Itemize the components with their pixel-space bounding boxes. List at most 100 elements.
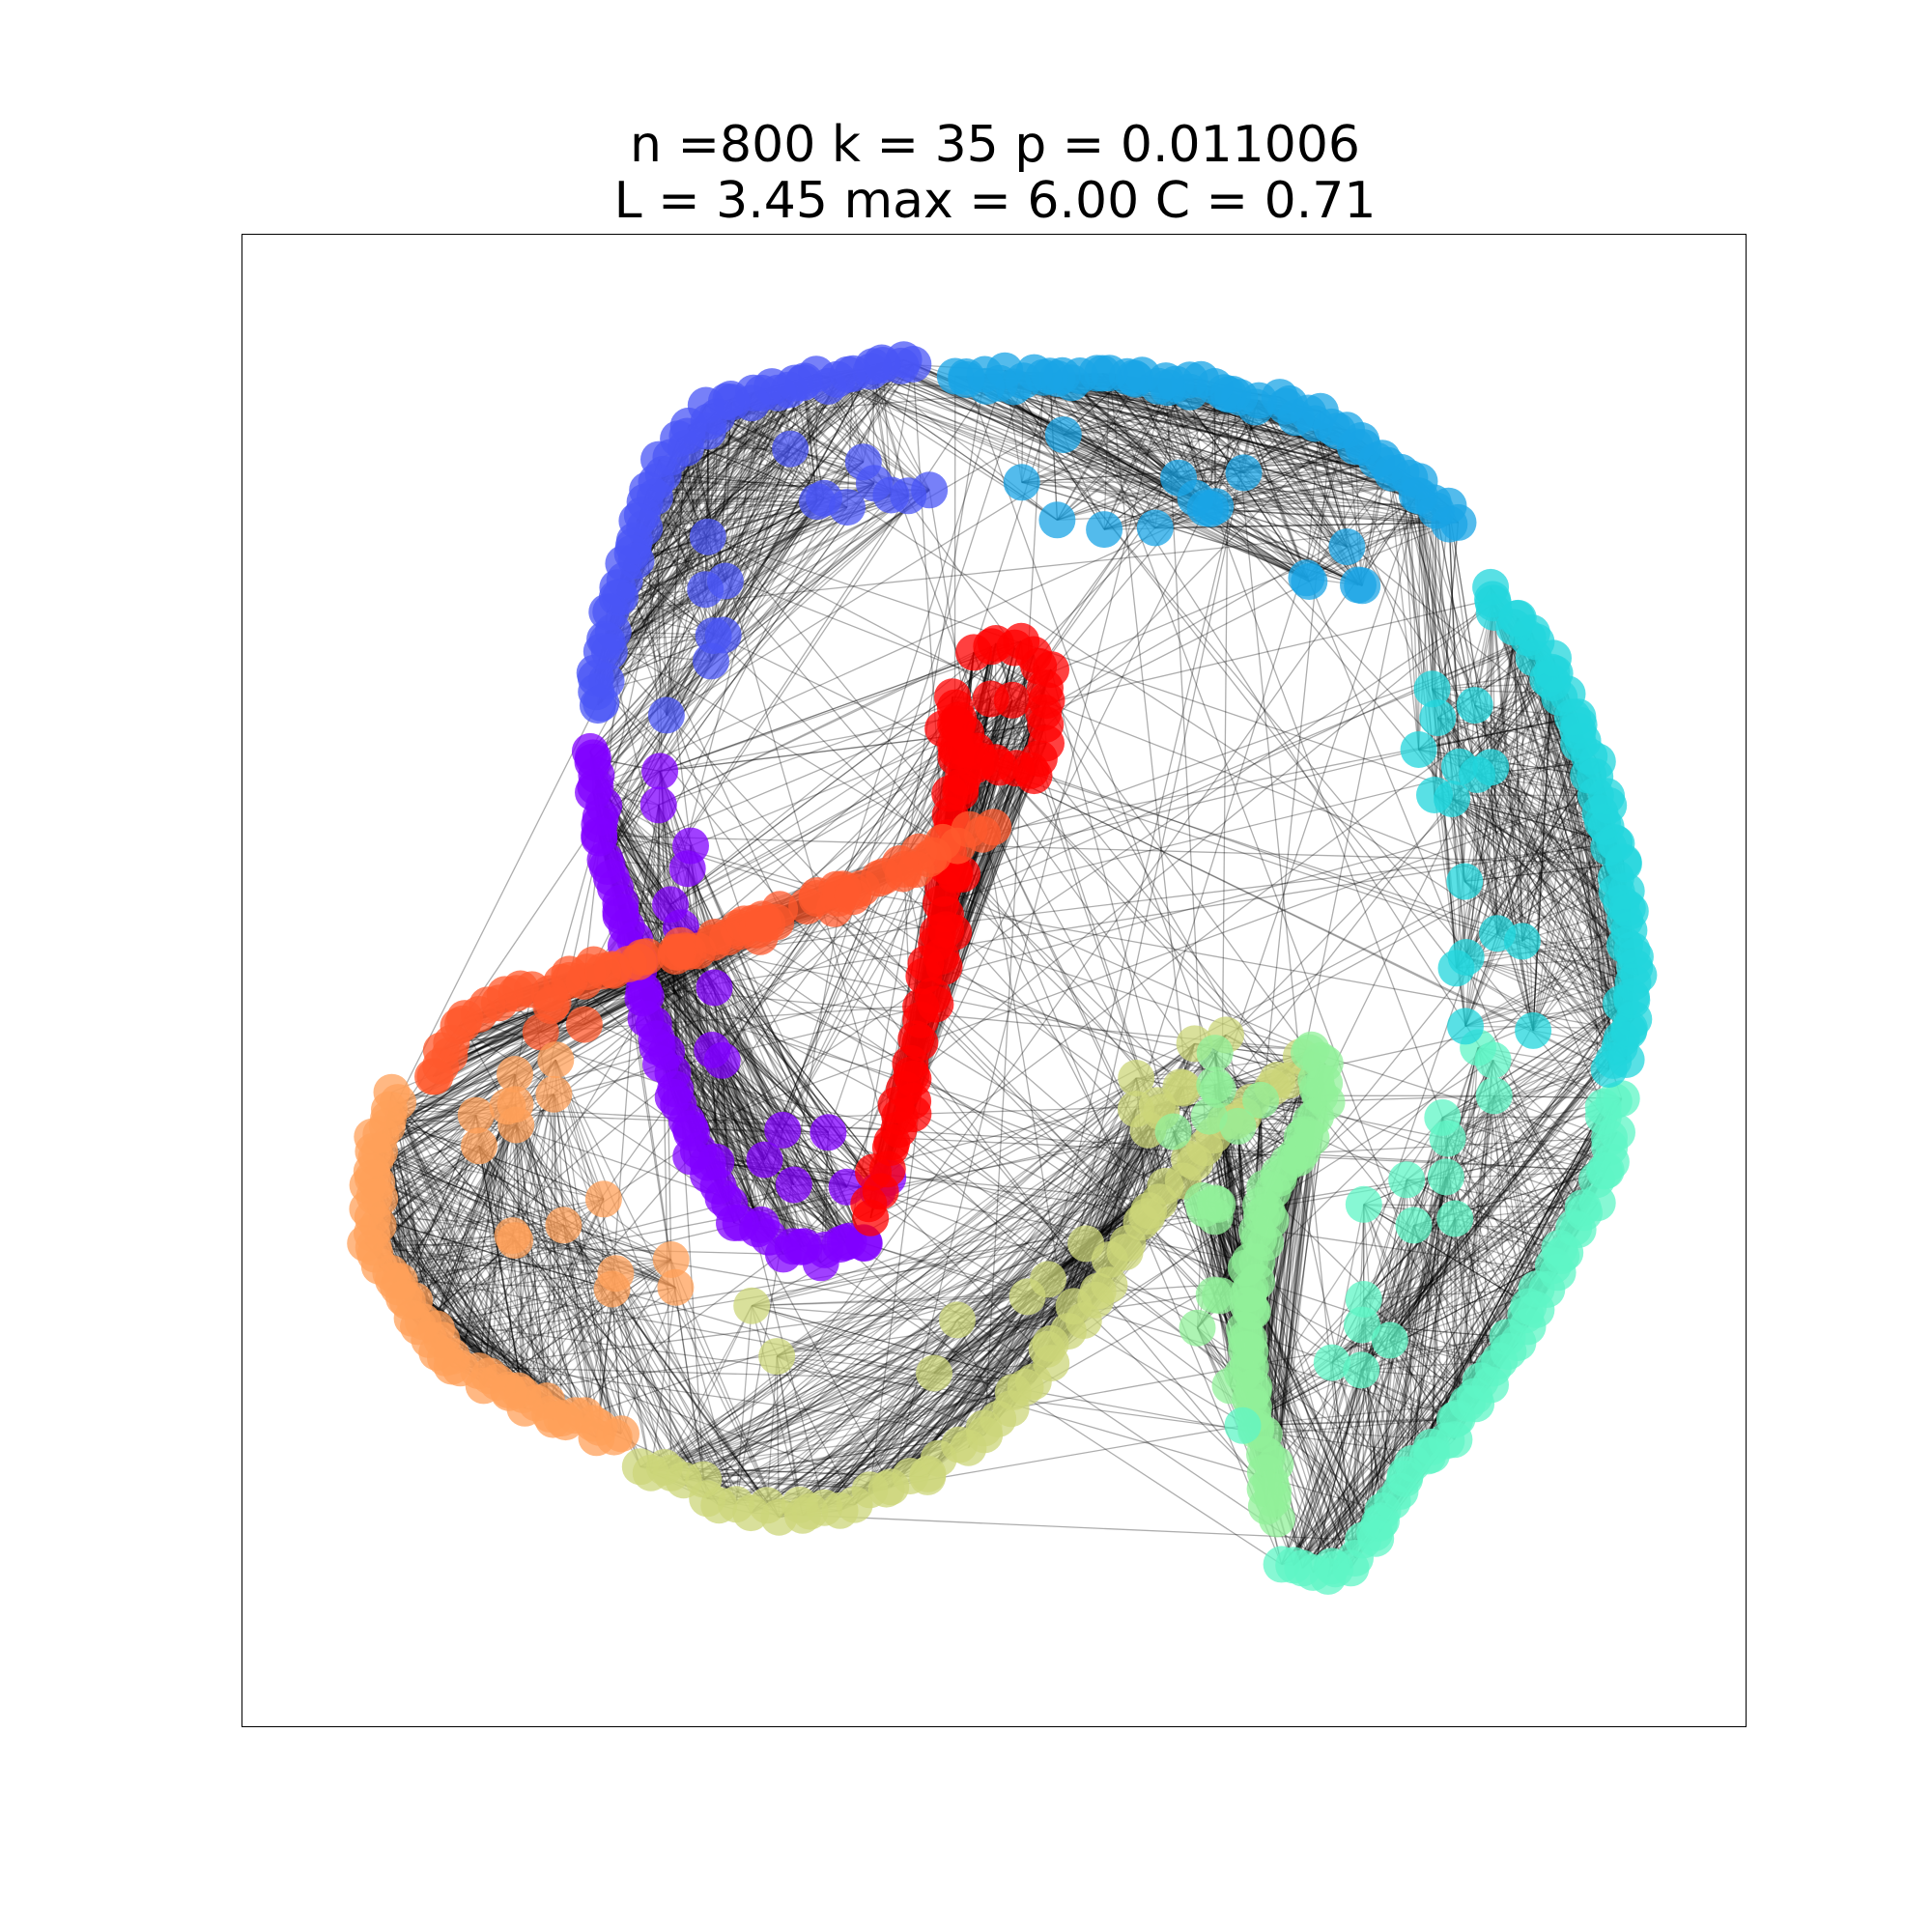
graph-edge [1374,1225,1415,1533]
graph-edge [639,1134,1214,1467]
graph-edge [954,375,1450,526]
graph-edge [611,1289,622,1435]
graph-edge [1312,1097,1623,1574]
graph-edge [683,1291,1098,1481]
graph-edge [607,364,884,642]
graph-edge [1013,385,1410,479]
graph-edge [624,363,914,582]
graph-edge [562,1225,615,1437]
graph-edge [1101,373,1179,479]
graph-edge [376,1156,564,1226]
graph-edge [636,963,848,1188]
graph-edge [1496,696,1560,934]
graph-edge [601,489,930,652]
graph-edge [1431,688,1630,931]
graph-edge [636,497,825,562]
graph-edge [1021,480,1420,483]
graph-edge [1463,716,1574,882]
graph-edge [1056,391,1191,521]
graph-edge [644,500,817,503]
graph-edge [706,1372,935,1499]
graph-edge [1362,1179,1407,1541]
graph-edge [1274,1134,1306,1464]
graph-edge [777,1242,1128,1357]
graph-edge [1464,974,1639,1028]
graph-edge [802,383,818,502]
graph-edge [656,481,874,484]
graph-edge [703,1443,960,1481]
graph-edge [1476,774,1635,968]
graph-edge [639,960,794,1247]
graph-edge [1459,766,1630,1032]
graph-edge [371,1171,548,1402]
graph-edge [1454,1131,1618,1220]
graph-edge [1195,497,1436,512]
graph-edge [563,1224,671,1261]
graph-edge [1464,740,1584,1027]
graph-edge [1363,1117,1443,1206]
graph-edge [1242,1147,1610,1427]
graph-edge [1363,1204,1583,1208]
graph-edge [1463,881,1631,1030]
graph-edge [752,1305,1034,1383]
graph-edge [563,1224,671,1261]
graph-edge [1457,1060,1494,1419]
graph-edge [497,1259,672,1383]
graph-edge [1070,382,1179,479]
graph-edge [1274,1138,1313,1464]
graph-edge [664,1290,1098,1468]
graph-edge [1021,457,1382,483]
graph-edge [1312,1370,1362,1574]
graph-edge [376,1181,622,1435]
graph-edge [388,1109,554,1420]
graph-edge [636,365,902,562]
graph-edge [641,997,866,1244]
graph-edge [1210,472,1393,510]
graph-edge [986,385,1364,448]
graph-edge [1455,755,1590,969]
graph-edge [823,363,914,499]
graph-edge [1459,657,1535,768]
graph-edge [1465,658,1535,958]
graph-edge [711,654,1035,1051]
graph-edge [708,420,825,499]
graph-edge [956,1108,1137,1321]
graph-edge [1034,372,1348,548]
graph-edge [584,1259,672,1416]
graph-edge [1202,1079,1317,1202]
graph-edge [611,1289,622,1435]
graph-edge [999,383,1179,479]
graph-edge [1521,743,1579,942]
graph-edge [802,383,818,502]
graph-edge [724,385,773,582]
graph-edge [1363,1204,1537,1311]
graph-edge [1456,955,1635,969]
graph-edge [704,421,710,590]
graph-edge [776,1356,801,1505]
graph-edge [1293,1204,1365,1566]
graph-edge [869,371,909,497]
graph-edge [670,1077,1137,1474]
graph-edge [478,1146,586,1416]
graph-edge [397,1101,509,1391]
graph-edge [1480,1095,1495,1381]
graph-edge [475,1115,526,1408]
graph-edge [1456,841,1615,969]
graph-edge [390,1092,526,1409]
graph-edge [444,1224,564,1359]
graph-edge [371,1171,537,1404]
graph-edge [1434,794,1466,1027]
graph-edge [1308,460,1378,582]
graph-edge [594,364,884,674]
graph-edge [610,500,818,612]
graph-edge [751,1158,1190,1307]
graph-edge [1434,794,1627,892]
graph-edge [604,385,829,640]
graph-edge [475,1115,537,1404]
graph-edge [804,381,825,498]
graph-edge [1043,377,1388,467]
graph-edge [597,365,874,706]
graph-edge [1301,1147,1610,1569]
graph-edge [367,1184,548,1402]
graph-edge [365,1242,612,1291]
